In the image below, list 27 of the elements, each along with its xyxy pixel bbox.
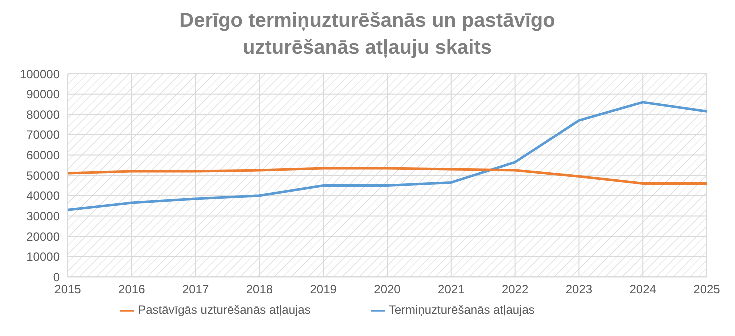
x-tick-label: 2025 [694,282,721,297]
y-tick-label: 100000 [20,67,60,82]
line-series [66,167,708,185]
legend-label: Termiņuzturēšanās atļaujas [388,303,535,318]
x-tick-label: 2021 [438,282,466,297]
x-tick-label: 2020 [374,282,402,297]
y-tick-label: 80000 [26,108,60,122]
x-tick-label: 2016 [118,282,146,297]
x-tick-label: 2023 [566,282,593,297]
y-tick-label: 70000 [26,128,60,142]
y-tick-label: 30000 [26,209,60,224]
y-tick-label: 90000 [26,88,60,102]
y-tick-label: 60000 [26,148,60,163]
y-tick-label: 0 [53,270,60,284]
y-tick-label: 10000 [26,250,60,264]
legend-label: Pastāvīgās uzturēšanās atļaujas [138,303,311,318]
x-tick-label: 2017 [182,282,210,297]
x-tick-label: 2022 [502,282,529,297]
x-tick-label: 2015 [54,282,82,297]
chart-title: Derīgo termiņuzturēšanās un pastāvīgo uzturēšanās atļauju skaits [178,9,556,61]
y-tick-label: 40000 [26,189,60,204]
line-series [66,101,708,212]
x-tick-label: 2018 [246,282,274,297]
y-tick-label: 20000 [26,230,60,244]
x-tick-label: 2019 [310,282,338,297]
y-tick-label: 50000 [26,168,60,183]
x-tick-label: 2024 [630,282,657,297]
